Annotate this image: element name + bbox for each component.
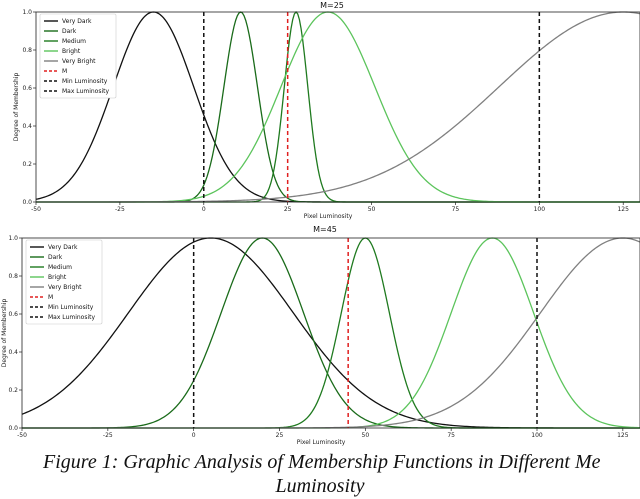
legend-label: Medium: [62, 38, 86, 45]
x-tick-label: 50: [362, 432, 370, 439]
legend-box: [39, 13, 117, 99]
series-bright: [36, 11, 640, 203]
legend-item-medium: Medium: [30, 264, 72, 271]
y-tick-label: 0.8: [22, 47, 32, 54]
chart-title: M=45: [313, 225, 337, 234]
legend: Very Dark Dark Medium Bright Very Bright M Min…: [39, 13, 117, 99]
x-tick-label: 25: [276, 432, 284, 439]
series-bright: [22, 237, 640, 429]
legend-item-very-bright: Very Bright: [44, 58, 96, 65]
x-tick-label: 125: [617, 432, 629, 439]
legend-label: Medium: [48, 264, 72, 271]
plot-frame: [35, 11, 640, 203]
x-tick-label: 100: [531, 432, 543, 439]
legend-label: Min Luminosity: [62, 78, 108, 85]
legend-label: M: [48, 294, 53, 301]
series-medium: [22, 237, 640, 429]
y-tick-label: 0.6: [22, 85, 32, 92]
series-medium: [36, 11, 640, 203]
legend-item-medium: Medium: [44, 38, 86, 45]
legend-label: Very Bright: [48, 284, 82, 291]
legend-label: Max Luminosity: [62, 88, 109, 95]
legend-label: Dark: [48, 254, 63, 261]
chart-m25: M=25 -50 -25 0 25 50 75 100 125 0.0 0.2 0.4 0.6 0.8 1.…: [13, 1, 640, 220]
plot-frame: [21, 237, 640, 429]
legend-label: Very Dark: [62, 18, 92, 25]
legend-item-dark: Dark: [44, 28, 77, 35]
legend-item-bright: Bright: [44, 48, 81, 55]
legend-item-max-luminosity: Max Luminosity: [44, 88, 109, 95]
legend-item-max-luminosity: Max Luminosity: [30, 314, 95, 321]
legend-item-very-dark: Very Dark: [30, 244, 78, 251]
y-tick-label: 1.0: [22, 9, 32, 16]
legend-item-m: M: [30, 294, 53, 301]
y-axis-label: Degree of Membership: [13, 73, 20, 142]
series-dark: [22, 237, 640, 429]
caption-line-2: Luminosity: [275, 475, 365, 497]
series-very-bright: [22, 237, 640, 429]
x-tick-label: -25: [103, 432, 113, 439]
legend-label: Min Luminosity: [48, 304, 94, 311]
x-tick-label: 75: [447, 432, 455, 439]
legend-item-min-luminosity: Min Luminosity: [44, 78, 108, 85]
figure-caption: Figure 1: Graphic Analysis of Membership…: [0, 450, 640, 498]
legend-label: Max Luminosity: [48, 314, 95, 321]
legend: Very Dark Dark Medium Bright Very Bright M Min…: [25, 239, 103, 325]
x-tick-label: 75: [452, 206, 460, 213]
x-tick-label: 125: [617, 206, 629, 213]
series-dark: [36, 11, 640, 203]
y-tick-label: 0.6: [8, 311, 18, 318]
legend-item-m: M: [44, 68, 67, 75]
series-very-dark: [21, 237, 640, 429]
legend-label: Very Dark: [48, 244, 78, 251]
y-tick-label: 0.4: [22, 123, 32, 130]
x-tick-label: 50: [368, 206, 376, 213]
legend-item-dark: Dark: [30, 254, 63, 261]
chart-m45: M=45 -50 -25 0 25 50 75 100 125 0.0 0.2 0.4 0.6 0.8 1.…: [1, 225, 640, 446]
legend-label: M: [62, 68, 67, 75]
y-tick-label: 0.4: [8, 349, 18, 356]
y-tick-label: 0.8: [8, 273, 18, 280]
x-tick-label: 0: [192, 432, 196, 439]
legend-item-min-luminosity: Min Luminosity: [30, 304, 94, 311]
x-tick-label: -50: [31, 206, 41, 213]
series-very-bright: [36, 11, 640, 203]
y-tick-label: 1.0: [8, 235, 18, 242]
legend-item-very-bright: Very Bright: [30, 284, 82, 291]
caption-line-1: Figure 1: Graphic Analysis of Membership…: [43, 451, 601, 473]
legend-label: Dark: [62, 28, 77, 35]
x-axis-label: Pixel Luminosity: [304, 213, 353, 220]
series-very-dark: [35, 11, 640, 203]
x-tick-label: -50: [17, 432, 27, 439]
legend-label: Very Bright: [62, 58, 96, 65]
legend-item-very-dark: Very Dark: [44, 18, 92, 25]
y-tick-label: 0.2: [22, 161, 32, 168]
x-axis-label: Pixel Luminosity: [297, 439, 346, 446]
legend-label: Bright: [48, 274, 67, 281]
legend-item-bright: Bright: [30, 274, 67, 281]
legend-box: [25, 239, 103, 325]
x-tick-label: 100: [534, 206, 546, 213]
x-tick-label: -25: [115, 206, 125, 213]
x-tick-label: 0: [202, 206, 206, 213]
y-axis-label: Degree of Membership: [1, 299, 8, 368]
x-tick-label: 25: [284, 206, 292, 213]
y-tick-label: 0.2: [8, 387, 18, 394]
y-tick-label: 0.0: [8, 425, 18, 432]
y-tick-label: 0.0: [22, 199, 32, 206]
chart-title: M=25: [320, 1, 344, 10]
legend-label: Bright: [62, 48, 81, 55]
